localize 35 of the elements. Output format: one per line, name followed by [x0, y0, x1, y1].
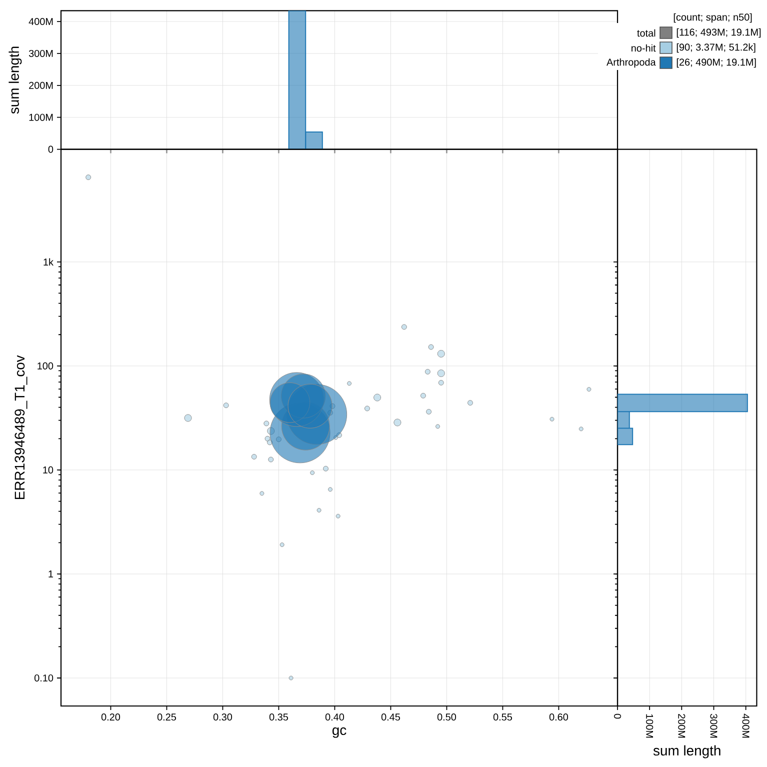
x-tick-label: 0.55: [493, 714, 512, 721]
y-tick-label: 100: [38, 362, 54, 370]
y-tick-label: 100M: [29, 114, 53, 121]
x-tick-label: 0.50: [437, 714, 456, 721]
y-tick-label: 400M: [28, 18, 53, 26]
y-tick-label: 200M: [29, 82, 53, 89]
legend-title: [count; span; n50]: [674, 13, 752, 23]
y-tick-label: 1: [48, 570, 53, 578]
x-tick-label: 300M: [710, 714, 718, 738]
x-axis-title: sum length: [653, 745, 720, 758]
x-tick-label: 200M: [678, 714, 686, 738]
y-tick-label: 0: [48, 146, 54, 153]
x-tick-label: 0.45: [381, 714, 400, 721]
y-axis-title: sum length: [8, 46, 22, 114]
x-tick-label: 0.30: [213, 714, 232, 721]
text: [90; 3.37M; 51.2k]: [676, 43, 756, 53]
x-tick-label: 0.20: [101, 714, 120, 721]
x-tick-label: 0.40: [325, 714, 344, 721]
x-tick-label: 0.60: [549, 714, 568, 721]
y-tick-label: 10: [43, 466, 54, 474]
legend-label: no-hit: [632, 44, 656, 52]
text: [116; 493M; 19.1M]: [676, 28, 761, 38]
y-tick-label: 300M: [28, 50, 53, 57]
x-tick-label: 0.35: [269, 714, 288, 721]
legend-label: Arthropoda: [606, 58, 656, 68]
x-tick-label: 100M: [646, 714, 654, 738]
legend-label: total: [637, 29, 656, 37]
y-axis-title: ERR13946489_T1_cov: [14, 355, 28, 500]
x-axis-title: gc: [332, 727, 346, 738]
text: [26; 490M; 19.1M]: [676, 58, 756, 68]
x-tick-label: 0.25: [157, 714, 176, 721]
y-tick-label: 1k: [44, 258, 54, 266]
x-tick-label: 400M: [742, 714, 750, 738]
x-tick-label: 0: [614, 714, 622, 719]
y-tick-label: 0.10: [34, 674, 54, 682]
